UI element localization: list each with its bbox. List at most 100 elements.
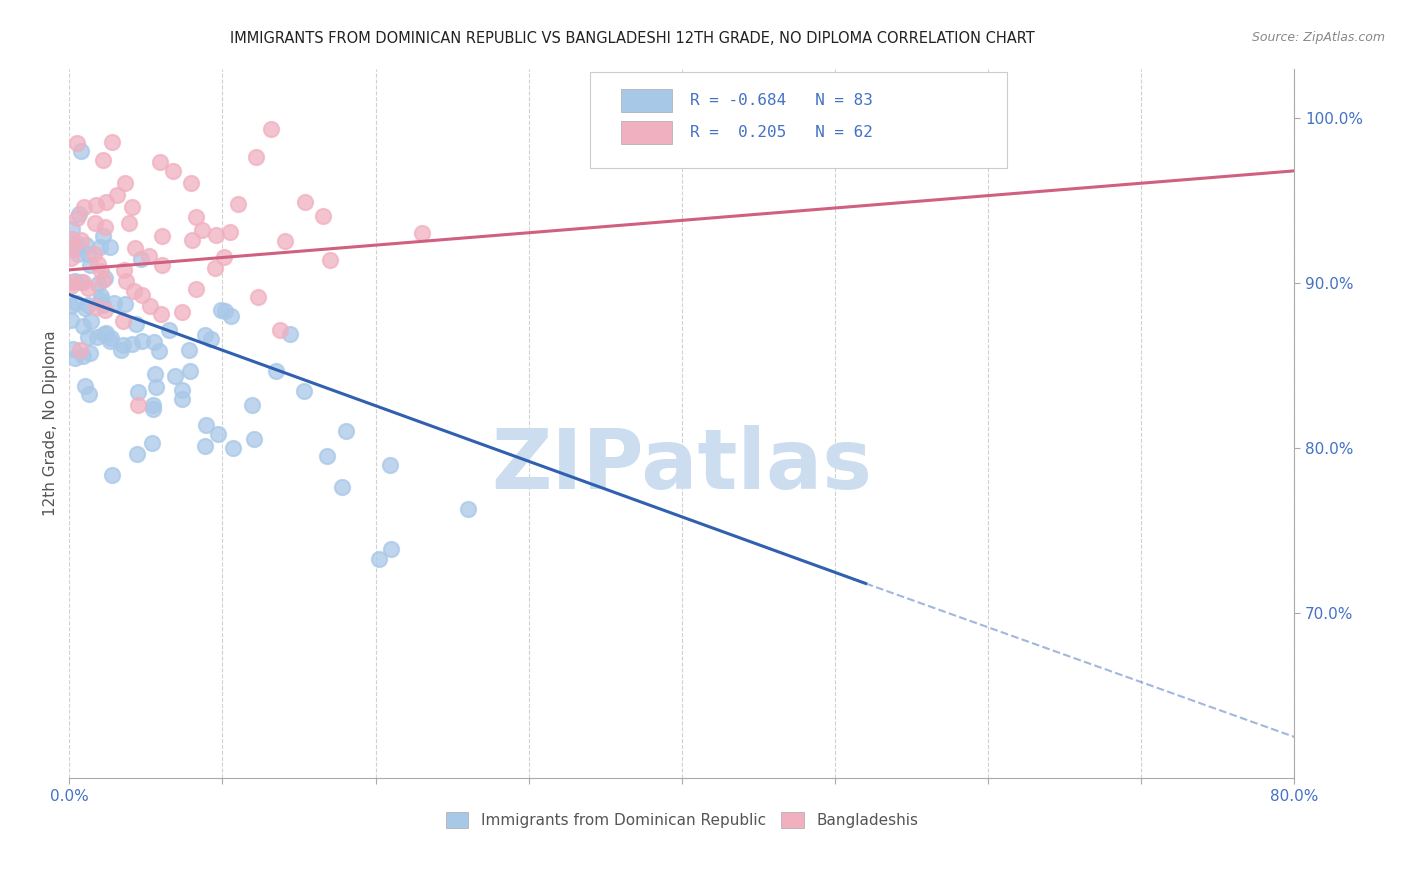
Point [149,307,172,321]
Point [118,216,141,230]
FancyBboxPatch shape [591,72,1007,168]
Point [129,252,152,266]
Point [60,241,83,255]
Point [69,233,91,247]
Point [180,176,202,190]
Point [411,226,433,240]
Point [105,188,128,202]
Point [65,351,87,366]
Point [209,302,232,317]
Point [62,342,84,356]
Point [79,346,101,360]
Point [84,216,107,230]
Point [86,329,108,343]
Point [318,253,340,268]
Point [190,223,212,237]
Point [214,303,236,318]
Point [200,332,222,346]
Point [264,364,287,378]
Point [124,317,146,331]
Point [114,296,136,310]
Y-axis label: 12th Grade, No Diploma: 12th Grade, No Diploma [44,331,58,516]
Point [226,197,249,211]
Point [150,258,173,272]
Point [75,238,97,252]
Point [72,275,94,289]
Point [194,328,217,343]
Point [66,247,89,261]
Point [76,281,98,295]
Point [143,367,166,381]
Point [127,384,149,399]
Point [124,241,146,255]
Point [246,289,269,303]
Point [70,144,93,158]
Point [131,334,153,349]
Point [172,383,194,397]
Point [145,380,167,394]
Point [179,364,201,378]
Point [98,239,121,253]
Point [93,273,115,287]
Point [142,334,165,349]
Point [221,309,243,323]
Point [121,200,143,214]
Point [103,296,125,310]
Point [245,150,267,164]
Point [207,427,229,442]
Point [149,155,172,169]
Point [59,251,82,265]
Point [63,274,86,288]
Point [98,334,121,349]
Point [89,240,111,254]
Point [157,323,180,337]
Point [127,398,149,412]
Point [269,323,291,337]
Text: R =  0.205   N = 62: R = 0.205 N = 62 [690,125,873,140]
FancyBboxPatch shape [620,121,672,144]
Point [332,480,354,494]
Point [170,305,193,319]
Point [94,302,117,317]
Point [87,257,110,271]
Point [194,439,217,453]
Point [138,299,160,313]
FancyBboxPatch shape [620,89,672,112]
Point [179,343,201,358]
Point [260,121,283,136]
Point [93,326,115,341]
Point [114,176,136,190]
Text: R = -0.684   N = 83: R = -0.684 N = 83 [690,93,873,108]
Point [72,319,94,334]
Point [278,327,301,342]
Point [94,271,117,285]
Point [100,331,122,345]
Point [60,312,83,326]
Point [60,275,83,289]
Point [77,386,100,401]
Point [90,264,112,278]
Point [274,234,297,248]
Point [204,261,226,276]
Point [212,250,235,264]
Point [240,398,263,412]
Point [150,229,173,244]
Point [96,194,118,209]
Point [101,135,124,149]
Point [110,343,132,357]
Point [90,293,112,307]
Point [91,229,114,244]
Point [72,350,94,364]
Point [380,542,402,557]
Point [195,418,218,433]
Point [65,235,87,250]
Point [62,242,84,256]
Text: Source: ZipAtlas.com: Source: ZipAtlas.com [1251,31,1385,45]
Point [96,326,118,340]
Legend: Immigrants from Dominican Republic, Bangladeshis: Immigrants from Dominican Republic, Bang… [440,806,924,834]
Point [131,288,153,302]
Point [148,343,170,358]
Point [83,247,105,261]
Point [79,258,101,272]
Point [222,442,245,456]
